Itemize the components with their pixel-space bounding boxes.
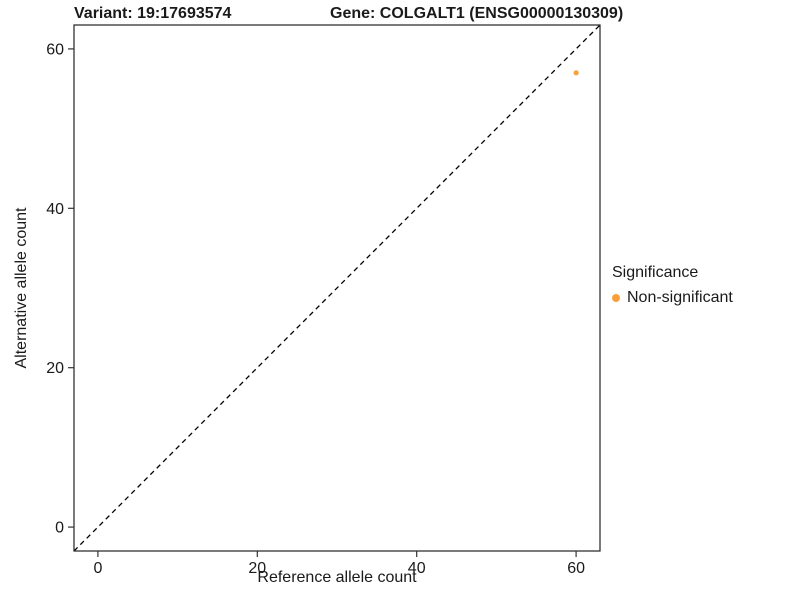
legend-point-icon [612, 294, 620, 302]
gene-title: Gene: COLGALT1 (ENSG00000130309) [330, 5, 624, 22]
legend-entry-label: Non-significant [627, 289, 733, 306]
legend-entry: Non-significant [612, 289, 733, 307]
variant-title: Variant: 19:17693574 [74, 5, 232, 22]
x-axis-title: Reference allele count [257, 569, 417, 586]
legend: Significance Non-significant [612, 264, 733, 307]
x-tick-label: 60 [567, 560, 585, 577]
y-tick-label: 20 [46, 360, 64, 377]
panel-border [73, 24, 601, 552]
x-tick-label: 0 [93, 560, 102, 577]
legend-title: Significance [612, 264, 699, 281]
x-tick-label: 40 [408, 560, 426, 577]
identity-line [73, 24, 601, 552]
y-tick-label: 0 [55, 520, 64, 537]
y-tick-label: 40 [46, 201, 64, 218]
x-tick-label: 20 [248, 560, 266, 577]
y-axis-title: Alternative allele count [13, 207, 30, 369]
data-point [573, 70, 579, 76]
y-tick-label: 60 [46, 41, 64, 58]
